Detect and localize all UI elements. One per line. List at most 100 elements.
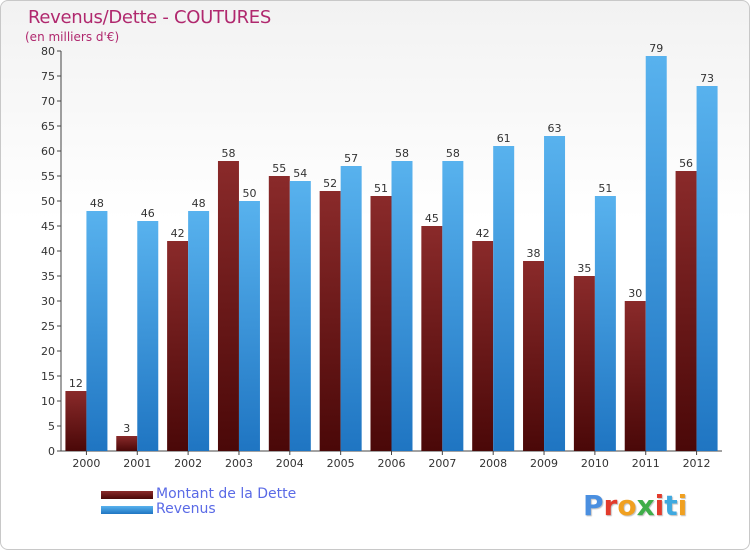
x-tick-label: 2006 [378,457,406,470]
data-labels-group: 12 48 3 46 42 48 58 50 55 54 52 57 51 58 45 58 42 61 38 63 3… [69,42,714,435]
data-label-revenus: 50 [242,187,256,200]
data-label-dette: 55 [272,162,286,175]
data-label-dette: 35 [577,262,591,275]
bar-revenus [86,211,108,451]
bar-dette [268,176,290,451]
bar-dette [523,261,545,451]
bar-dette [472,241,494,451]
data-label-revenus: 48 [90,197,104,210]
bar-revenus [391,161,413,451]
y-tick-label: 70 [41,95,55,108]
data-label-dette: 56 [679,157,693,170]
data-label-dette: 12 [69,377,83,390]
bar-revenus [289,181,311,451]
data-label-revenus: 73 [700,72,714,85]
x-axis: 2000 2001 2002 2003 2004 2005 2006 2007 2008 2009… [61,450,722,470]
bar-revenus [442,161,464,451]
bar-revenus [238,201,260,451]
bar-dette [675,171,697,451]
y-tick-label: 75 [41,70,55,83]
data-label-dette: 58 [221,147,235,160]
data-label-revenus: 46 [141,207,155,220]
bar-revenus [340,166,362,451]
bar-revenus [544,136,566,451]
chart-title: Revenus/Dette - COUTURES [28,7,272,28]
data-label-dette: 3 [123,422,130,435]
data-label-dette: 45 [425,212,439,225]
x-tick-label: 2004 [276,457,304,470]
bar-revenus [645,56,667,451]
legend-label-revenus: Revenus [156,501,216,517]
data-label-revenus: 63 [548,122,562,135]
y-tick-label: 60 [41,145,55,158]
chart-subtitle: (en milliers d'€) [25,30,120,44]
y-tick-label: 45 [41,220,55,233]
bar-dette [421,226,443,451]
y-tick-label: 0 [48,445,55,458]
logo-letter: i [677,489,688,522]
bar-dette [116,436,138,451]
bar-dette [167,241,189,451]
logo-letter: o [617,489,637,522]
logo-letter: i [654,489,665,522]
bar-dette [65,391,87,451]
x-tick-label: 2005 [327,457,355,470]
data-label-dette: 38 [527,247,541,260]
x-tick-label: 2011 [632,457,660,470]
bar-revenus [493,146,515,451]
y-axis: 0 5 10 15 20 25 30 35 40 45 50 55 60 65 70 75 80 [41,45,62,458]
bar-revenus [594,196,616,451]
y-tick-label: 55 [41,170,55,183]
x-tick-label: 2008 [479,457,507,470]
x-tick-label: 2012 [683,457,711,470]
y-tick-label: 20 [41,345,55,358]
legend-swatch-revenus [101,506,153,514]
logo-letter: x [636,489,655,522]
logo-letter: r [603,489,618,522]
y-tick-label: 65 [41,120,55,133]
x-tick-label: 2003 [225,457,253,470]
x-tick-label: 2000 [72,457,100,470]
y-tick-label: 80 [41,45,55,58]
data-label-dette: 30 [628,287,642,300]
data-label-revenus: 51 [598,182,612,195]
y-tick-label: 15 [41,370,55,383]
data-label-revenus: 61 [497,132,511,145]
logo-letter: P [583,489,604,522]
x-tick-label: 2010 [581,457,609,470]
y-tick-label: 35 [41,270,55,283]
data-label-revenus: 58 [446,147,460,160]
data-label-dette: 51 [374,182,388,195]
data-label-revenus: 58 [395,147,409,160]
bar-revenus [137,221,159,451]
data-label-revenus: 54 [293,167,307,180]
logo-letter: t [664,489,678,522]
bar-dette [319,191,341,451]
y-tick-label: 30 [41,295,55,308]
y-tick-label: 10 [41,395,55,408]
data-label-revenus: 48 [192,197,206,210]
x-tick-label: 2002 [174,457,202,470]
bar-dette [370,196,392,451]
bar-dette [573,276,595,451]
legend-swatch-dette [101,491,153,499]
x-tick-label: 2007 [428,457,456,470]
data-label-revenus: 57 [344,152,358,165]
y-tick-label: 5 [48,420,55,433]
data-label-dette: 42 [171,227,185,240]
y-tick-label: 25 [41,320,55,333]
bar-dette [624,301,646,451]
bars-group [65,56,718,451]
data-label-revenus: 79 [649,42,663,55]
x-tick-label: 2009 [530,457,558,470]
data-label-dette: 52 [323,177,337,190]
legend-label-dette: Montant de la Dette [156,486,297,502]
y-tick-label: 40 [41,245,55,258]
bar-revenus [696,86,718,451]
data-label-dette: 42 [476,227,490,240]
bar-dette [217,161,239,451]
y-tick-label: 50 [41,195,55,208]
proxiti-logo: Proxiti [583,489,687,522]
